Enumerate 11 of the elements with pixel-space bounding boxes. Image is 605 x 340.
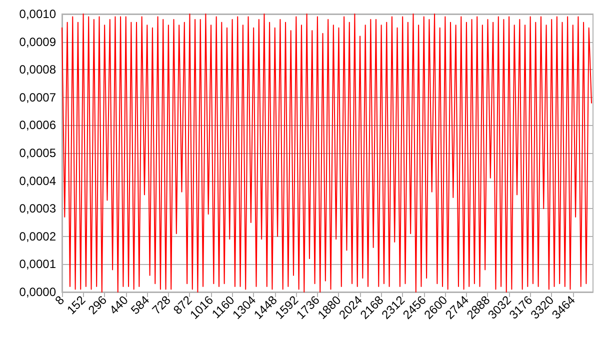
- y-tick-label: 0,0009: [19, 34, 56, 49]
- y-tick-label: 0,0003: [19, 202, 56, 216]
- y-tick-label: 0,0008: [19, 62, 56, 77]
- y-tick-label: 0,0007: [19, 90, 56, 104]
- y-tick-label: 0,0000: [19, 285, 56, 299]
- y-tick-label: 0,0001: [19, 257, 56, 272]
- y-tick-label: 0,0004: [19, 174, 56, 188]
- y-tick-label: 0,0010: [19, 7, 56, 21]
- y-tick-label: 0,0005: [19, 146, 56, 160]
- y-tick-label: 0,0002: [19, 229, 56, 244]
- y-tick-label: 0,0006: [19, 118, 56, 132]
